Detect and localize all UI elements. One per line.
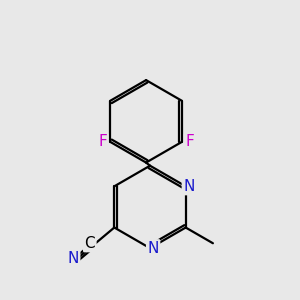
Text: N: N (148, 241, 159, 256)
Text: N: N (68, 251, 79, 266)
Text: F: F (98, 134, 107, 149)
Text: F: F (185, 134, 194, 149)
Text: C: C (85, 236, 95, 251)
Text: N: N (183, 179, 194, 194)
